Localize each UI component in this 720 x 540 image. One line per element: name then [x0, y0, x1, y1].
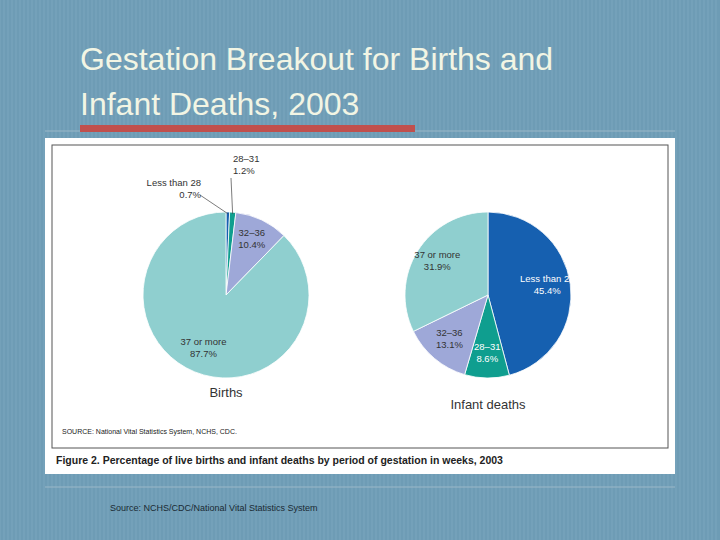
pie-label-category: 37 or more — [414, 249, 460, 260]
pie-label-category: Less than 28 — [147, 177, 201, 188]
pie-slices — [143, 212, 309, 378]
background-stripe — [28, 0, 29, 540]
pie-label-value: 87.7% — [190, 348, 217, 359]
figure-panel — [45, 138, 675, 474]
background-stripe — [40, 0, 41, 540]
background-stripe — [688, 0, 689, 540]
bottom-rule — [45, 487, 675, 488]
slide-title: Gestation Breakout for Births and Infant … — [80, 41, 553, 122]
pie-label-value: 0.7% — [179, 189, 201, 200]
background-stripe — [44, 0, 45, 540]
pie-chart: Less than 280.7% 28–311.2% 32–3610.4% 37 or… — [143, 153, 309, 400]
pie-labels: Less than 280.7% 28–311.2% 32–3610.4% 37 or… — [147, 153, 266, 359]
pie-label: 37 or more31.9% — [414, 249, 460, 272]
pie-label: 28–318.6% — [474, 341, 500, 364]
pie-label-value: 8.6% — [476, 353, 498, 364]
pie-label: 37 or more87.7% — [181, 336, 227, 359]
figure-source: SOURCE: National Vital Statistics System… — [62, 428, 237, 436]
slide-title-line: Infant Deaths, 2003 — [80, 86, 359, 122]
pie-labels: Less than 2845.4% 28–318.6% 32–3613.1% 37 o… — [414, 249, 574, 363]
pie-label-category: 28–31 — [233, 153, 259, 164]
slide-title-line: Gestation Breakout for Births and — [80, 41, 553, 77]
pie-label-value: 13.1% — [436, 339, 463, 350]
pie-label: Less than 280.7% — [147, 177, 202, 200]
pie-chart: Less than 2845.4% 28–318.6% 32–3613.1% 37 o… — [405, 212, 574, 412]
background-stripe — [704, 0, 705, 540]
title-accent — [80, 125, 415, 132]
background-stripe — [696, 0, 697, 540]
background-stripe — [716, 0, 717, 540]
pie-leader — [200, 195, 228, 214]
background-fill — [0, 0, 720, 540]
background-stripe — [692, 0, 693, 540]
background-stripe — [24, 0, 25, 540]
pie-label-category: 32–36 — [239, 227, 265, 238]
pie-label-value: 31.9% — [424, 261, 451, 272]
pie-label: 32–3610.4% — [238, 227, 265, 250]
background-stripe — [20, 0, 21, 540]
pie-slices — [405, 212, 571, 378]
slide-canvas: Gestation Breakout for Births and Infant … — [0, 0, 720, 540]
background-stripe — [12, 0, 13, 540]
background — [0, 0, 720, 540]
pie-label-category: 37 or more — [181, 336, 227, 347]
pie-label-category: 28–31 — [474, 341, 500, 352]
pie-leader — [231, 178, 233, 214]
background-stripe — [712, 0, 713, 540]
pie-label-category: 32–36 — [436, 327, 462, 338]
pie-slice — [143, 212, 309, 378]
background-stripe — [32, 0, 33, 540]
pie-label-value: 45.4% — [534, 285, 561, 296]
pie-slice — [405, 212, 488, 331]
figure-caption: Figure 2. Percentage of live births and … — [56, 454, 503, 466]
background-stripe — [4, 0, 5, 540]
background-stripe — [700, 0, 701, 540]
background-stripe — [708, 0, 709, 540]
slide: Gestation Breakout for Births and Infant … — [0, 0, 720, 540]
slide-source: Source: NCHS/CDC/National Vital Statisti… — [110, 503, 317, 513]
background-stripe — [0, 0, 1, 540]
background-stripe — [684, 0, 685, 540]
figure-frame — [52, 145, 668, 448]
background-stripe — [16, 0, 17, 540]
pie-title: Births — [209, 385, 243, 400]
pie-label: 32–3613.1% — [436, 327, 463, 350]
pie-title: Infant deaths — [450, 397, 526, 412]
pie-label-value: 10.4% — [238, 239, 265, 250]
background-stripe — [680, 0, 681, 540]
pie-label: 28–311.2% — [233, 153, 259, 176]
pie-label-value: 1.2% — [233, 165, 255, 176]
background-stripe — [8, 0, 9, 540]
background-stripe — [676, 0, 677, 540]
background-stripe — [36, 0, 37, 540]
pie-label-category: Less than 28 — [520, 273, 574, 284]
pie-label: Less than 2845.4% — [520, 273, 574, 296]
